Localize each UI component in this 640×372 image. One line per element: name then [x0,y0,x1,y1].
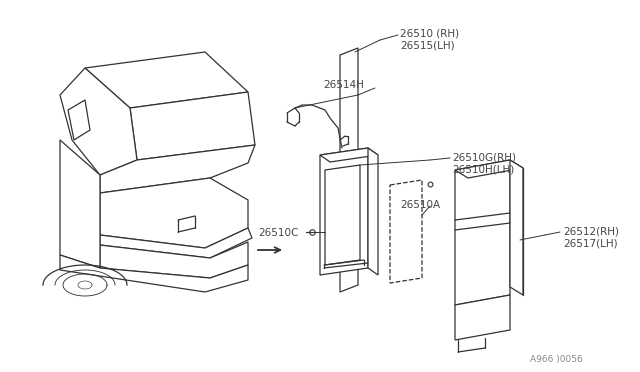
Polygon shape [325,165,360,265]
Polygon shape [85,52,248,108]
Polygon shape [455,160,523,178]
Polygon shape [68,100,90,140]
Polygon shape [368,148,378,275]
Text: 26510 (RH)
26515(LH): 26510 (RH) 26515(LH) [400,28,459,50]
Text: 26512(RH)
26517(LH): 26512(RH) 26517(LH) [563,226,619,248]
Polygon shape [455,295,510,340]
Polygon shape [100,145,255,193]
Text: A966 )0056: A966 )0056 [530,355,583,364]
Text: 26510A: 26510A [400,200,440,210]
Polygon shape [100,178,248,248]
Polygon shape [60,140,100,268]
Polygon shape [60,255,248,292]
Text: 26510G(RH)
26510H(LH): 26510G(RH) 26510H(LH) [452,152,516,174]
Polygon shape [510,160,523,295]
Polygon shape [320,148,378,162]
Polygon shape [455,160,510,305]
Text: 26510C: 26510C [258,228,298,238]
Polygon shape [320,148,368,275]
Text: 26514H: 26514H [323,80,364,90]
Polygon shape [340,48,358,292]
Polygon shape [100,242,248,278]
Polygon shape [130,92,255,160]
Polygon shape [100,228,252,258]
Polygon shape [60,68,137,175]
